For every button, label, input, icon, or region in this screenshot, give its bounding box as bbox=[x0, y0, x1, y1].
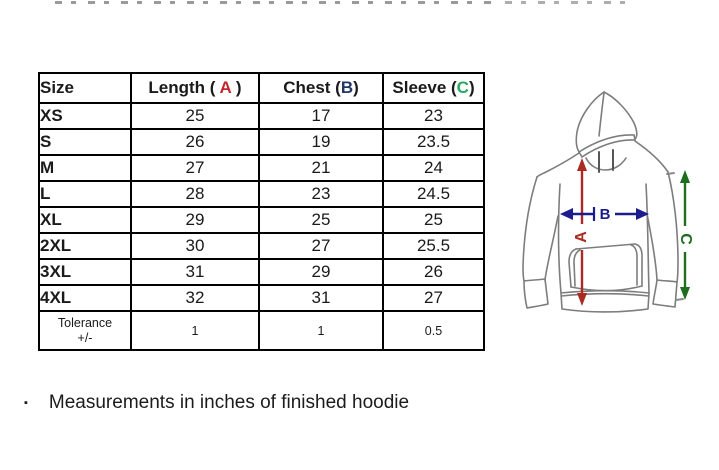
chest-cell: 29 bbox=[258, 258, 384, 286]
size-cell: XL bbox=[38, 206, 132, 234]
header-sleeve-pre: Sleeve ( bbox=[392, 78, 457, 97]
chest-cell: 31 bbox=[258, 284, 384, 312]
table-row: 2XL 30 27 25.5 bbox=[38, 232, 485, 260]
table-row: S 26 19 23.5 bbox=[38, 128, 485, 156]
chest-cell: 17 bbox=[258, 102, 384, 130]
length-arrow-a: A bbox=[573, 158, 590, 306]
size-cell: 2XL bbox=[38, 232, 132, 260]
tolerance-length-cell: 1 bbox=[130, 310, 260, 351]
header-chest-letter-b: B bbox=[340, 78, 354, 97]
sleeve-cell: 27 bbox=[382, 284, 485, 312]
header-sleeve-post: ) bbox=[468, 78, 475, 97]
chest-cell: 19 bbox=[258, 128, 384, 156]
label-b: B bbox=[600, 206, 611, 223]
col-header-size: Size bbox=[38, 72, 132, 104]
tolerance-sleeve-cell: 0.5 bbox=[382, 310, 485, 351]
length-cell: 26 bbox=[130, 128, 260, 156]
sleeve-cell: 25 bbox=[382, 206, 485, 234]
footnote: ▪ Measurements in inches of finished hoo… bbox=[24, 392, 409, 414]
table-row: XL 29 25 25 bbox=[38, 206, 485, 234]
header-chest-pre: Chest ( bbox=[283, 78, 341, 97]
sleeve-cell: 25.5 bbox=[382, 232, 485, 260]
sleeve-arrow-c: C bbox=[677, 170, 694, 300]
label-c: C bbox=[677, 233, 694, 245]
chest-arrow-b: B bbox=[560, 206, 649, 223]
label-a: A bbox=[573, 231, 590, 243]
tolerance-label-cell: Tolerance +/- bbox=[38, 310, 132, 351]
header-row: Size Length ( A ) Chest (B) Sleeve (C) bbox=[38, 72, 485, 104]
table-row: M 27 21 24 bbox=[38, 154, 485, 182]
length-cell: 27 bbox=[130, 154, 260, 182]
size-chart: Size Length ( A ) Chest (B) Sleeve (C) X… bbox=[38, 72, 485, 351]
table-row: XS 25 17 23 bbox=[38, 102, 485, 130]
hoodie-measurement-diagram: A B C bbox=[522, 91, 694, 313]
clipped-text-remnant bbox=[505, 1, 635, 4]
sleeve-cell: 24 bbox=[382, 154, 485, 182]
chest-cell: 25 bbox=[258, 206, 384, 234]
chest-cell: 23 bbox=[258, 180, 384, 208]
size-cell: 3XL bbox=[38, 258, 132, 286]
header-chest-post: ) bbox=[353, 78, 359, 97]
hoodie-drawstrings bbox=[598, 149, 614, 173]
col-header-sleeve: Sleeve (C) bbox=[382, 72, 485, 104]
size-cell: M bbox=[38, 154, 132, 182]
header-length-pre: Length ( bbox=[148, 78, 220, 97]
size-cell: XS bbox=[38, 102, 132, 130]
length-cell: 25 bbox=[130, 102, 260, 130]
col-header-length: Length ( A ) bbox=[130, 72, 260, 104]
table-row: L 28 23 24.5 bbox=[38, 180, 485, 208]
header-length-post: ) bbox=[231, 78, 242, 97]
sleeve-cell: 24.5 bbox=[382, 180, 485, 208]
length-cell: 31 bbox=[130, 258, 260, 286]
hoodie-outline bbox=[522, 91, 679, 313]
size-cell: 4XL bbox=[38, 284, 132, 312]
sleeve-cell: 23.5 bbox=[382, 128, 485, 156]
sleeve-cell: 23 bbox=[382, 102, 485, 130]
sleeve-cell: 26 bbox=[382, 258, 485, 286]
table-row: 3XL 31 29 26 bbox=[38, 258, 485, 286]
tolerance-label-line2: +/- bbox=[77, 330, 93, 345]
tolerance-chest-cell: 1 bbox=[258, 310, 384, 351]
footnote-text: Measurements in inches of finished hoodi… bbox=[48, 392, 410, 413]
size-cell: L bbox=[38, 180, 132, 208]
chest-cell: 21 bbox=[258, 154, 384, 182]
length-cell: 28 bbox=[130, 180, 260, 208]
sleeve-extension-dashes bbox=[666, 172, 684, 301]
tolerance-label-line1: Tolerance bbox=[57, 315, 113, 330]
size-chart-table: Size Length ( A ) Chest (B) Sleeve (C) X… bbox=[38, 72, 485, 351]
col-header-chest: Chest (B) bbox=[258, 72, 384, 104]
clipped-text-remnant bbox=[55, 1, 500, 4]
length-cell: 32 bbox=[130, 284, 260, 312]
chest-cell: 27 bbox=[258, 232, 384, 260]
tolerance-row: Tolerance +/- 1 1 0.5 bbox=[38, 310, 485, 351]
length-cell: 30 bbox=[130, 232, 260, 260]
size-cell: S bbox=[38, 128, 132, 156]
header-sleeve-letter-c: C bbox=[456, 78, 469, 97]
header-length-letter-a: A bbox=[219, 78, 232, 97]
length-cell: 29 bbox=[130, 206, 260, 234]
bullet-icon: ▪ bbox=[24, 397, 28, 409]
table-row: 4XL 32 31 27 bbox=[38, 284, 485, 312]
